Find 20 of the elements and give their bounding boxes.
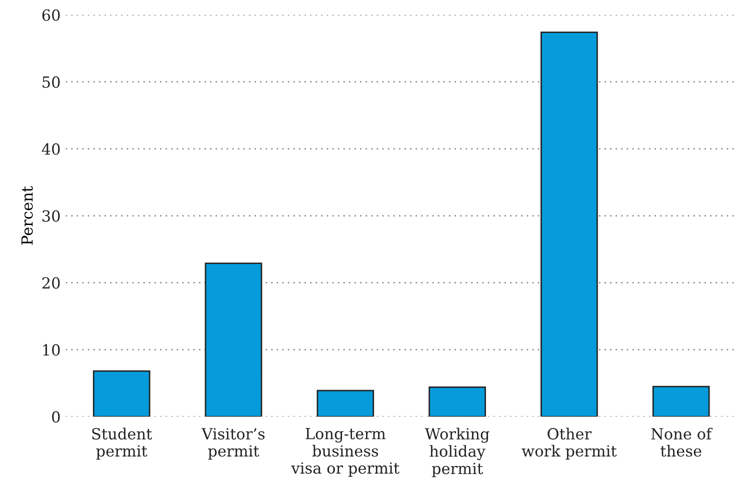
x-tick-label: None of these bbox=[651, 428, 713, 457]
x-tick-label: Other work permit bbox=[522, 428, 617, 460]
x-tick-label: Visitor’s permit bbox=[201, 428, 265, 460]
bar bbox=[316, 390, 374, 417]
y-tick-label: 30 bbox=[42, 210, 60, 222]
x-tick-label: Long-term business visa or permit bbox=[291, 428, 400, 477]
x-tick-label: Working holiday permit bbox=[424, 428, 490, 478]
y-tick-label: 10 bbox=[43, 344, 60, 356]
bar bbox=[92, 370, 150, 417]
y-tick-label: 60 bbox=[42, 9, 60, 21]
y-axis-title: Percent bbox=[21, 186, 33, 245]
y-tick-label: 0 bbox=[52, 411, 60, 423]
y-tick-label: 50 bbox=[42, 76, 60, 88]
y-tick-label: 40 bbox=[42, 143, 60, 155]
bar bbox=[428, 386, 486, 417]
bar bbox=[540, 32, 598, 417]
y-tick-label: 20 bbox=[42, 277, 60, 289]
bar bbox=[204, 262, 262, 417]
bar bbox=[652, 386, 710, 417]
x-tick-label: Student permit bbox=[92, 428, 152, 460]
